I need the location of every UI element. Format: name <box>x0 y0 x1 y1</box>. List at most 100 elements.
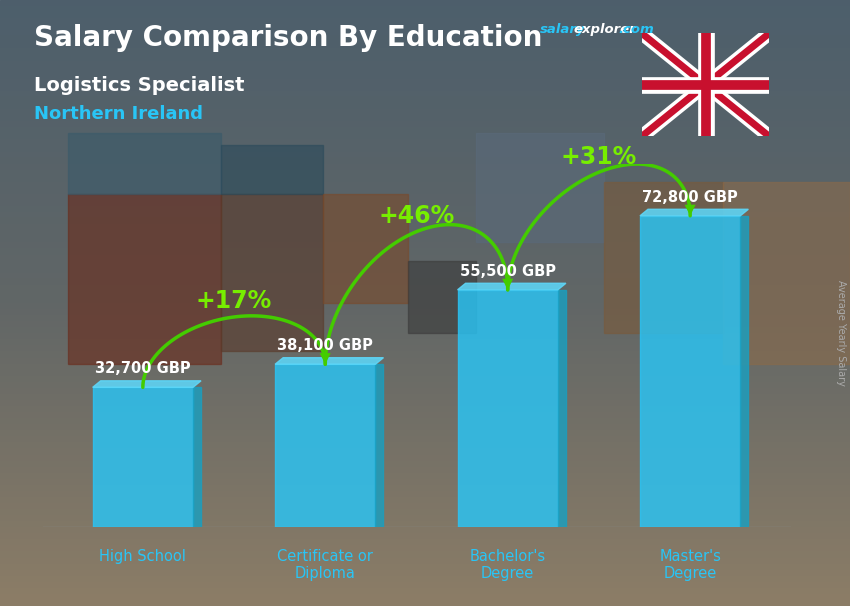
Bar <box>476 133 604 242</box>
Bar <box>0 406 850 412</box>
Bar <box>0 145 850 152</box>
Text: Northern Ireland: Northern Ireland <box>34 105 203 124</box>
Text: +46%: +46% <box>378 204 455 228</box>
Bar <box>0 182 850 188</box>
Bar <box>68 194 221 364</box>
Bar <box>0 345 850 351</box>
Bar <box>68 133 221 194</box>
Bar <box>0 285 850 291</box>
Bar <box>0 224 850 230</box>
Bar <box>0 594 850 600</box>
Bar <box>0 6 850 12</box>
Bar <box>0 479 850 485</box>
Bar <box>0 467 850 473</box>
Bar <box>0 351 850 358</box>
Polygon shape <box>275 364 376 527</box>
Polygon shape <box>193 387 201 527</box>
Text: salary: salary <box>540 23 586 36</box>
Bar <box>0 36 850 42</box>
Text: 72,800 GBP: 72,800 GBP <box>643 190 738 205</box>
Bar <box>0 327 850 333</box>
Bar <box>0 497 850 503</box>
Text: +31%: +31% <box>561 145 637 168</box>
Bar <box>0 442 850 448</box>
Bar <box>408 261 476 333</box>
Bar <box>0 85 850 91</box>
Bar <box>0 412 850 418</box>
Bar <box>0 600 850 606</box>
Text: 38,100 GBP: 38,100 GBP <box>277 338 373 353</box>
Bar <box>0 236 850 242</box>
Bar <box>0 297 850 303</box>
Polygon shape <box>93 387 193 527</box>
Text: Certificate or
Diploma: Certificate or Diploma <box>277 549 373 581</box>
Bar <box>0 382 850 388</box>
Bar <box>0 473 850 479</box>
Bar <box>221 145 323 194</box>
Polygon shape <box>740 216 748 527</box>
Bar <box>0 309 850 315</box>
Bar <box>0 55 850 61</box>
Bar <box>0 48 850 55</box>
Bar <box>0 370 850 376</box>
Bar <box>0 376 850 382</box>
Bar <box>0 539 850 545</box>
Bar <box>0 206 850 212</box>
Bar <box>0 103 850 109</box>
Text: Average Yearly Salary: Average Yearly Salary <box>836 281 846 386</box>
Bar <box>0 515 850 521</box>
Bar <box>0 115 850 121</box>
Bar <box>0 551 850 558</box>
Bar <box>604 182 722 333</box>
Text: Master's
Degree: Master's Degree <box>660 549 721 581</box>
Polygon shape <box>275 358 383 364</box>
Bar <box>0 152 850 158</box>
Bar <box>0 424 850 430</box>
Bar <box>0 564 850 570</box>
Bar <box>0 430 850 436</box>
Bar <box>0 545 850 551</box>
Text: Salary Comparison By Education: Salary Comparison By Education <box>34 24 542 52</box>
Bar <box>722 182 850 364</box>
Polygon shape <box>457 283 566 290</box>
Bar <box>0 400 850 406</box>
Bar <box>0 158 850 164</box>
Text: 55,500 GBP: 55,500 GBP <box>460 264 556 279</box>
Text: High School: High School <box>99 549 186 564</box>
Polygon shape <box>640 216 740 527</box>
Bar <box>0 109 850 115</box>
Bar <box>0 261 850 267</box>
Bar <box>0 97 850 103</box>
Bar <box>0 339 850 345</box>
Text: Bachelor's
Degree: Bachelor's Degree <box>470 549 546 581</box>
Bar <box>0 73 850 79</box>
Bar <box>0 558 850 564</box>
Bar <box>0 0 850 6</box>
Bar <box>0 24 850 30</box>
Bar <box>221 194 323 351</box>
Bar <box>0 200 850 206</box>
Bar <box>0 139 850 145</box>
Polygon shape <box>93 381 201 387</box>
Polygon shape <box>376 364 383 527</box>
Bar <box>0 18 850 24</box>
Bar <box>0 448 850 454</box>
Bar <box>0 121 850 127</box>
Bar <box>0 212 850 218</box>
Bar <box>0 315 850 321</box>
Text: 32,700 GBP: 32,700 GBP <box>95 361 190 376</box>
Bar <box>0 364 850 370</box>
Bar <box>0 503 850 509</box>
Text: +17%: +17% <box>196 289 272 313</box>
Bar <box>0 188 850 194</box>
Bar <box>0 230 850 236</box>
Bar <box>0 576 850 582</box>
Bar <box>0 164 850 170</box>
Text: .com: .com <box>618 23 654 36</box>
Bar <box>0 291 850 297</box>
Bar <box>0 588 850 594</box>
Bar <box>0 248 850 255</box>
Text: explorer: explorer <box>574 23 637 36</box>
Bar <box>0 303 850 309</box>
Bar <box>0 170 850 176</box>
